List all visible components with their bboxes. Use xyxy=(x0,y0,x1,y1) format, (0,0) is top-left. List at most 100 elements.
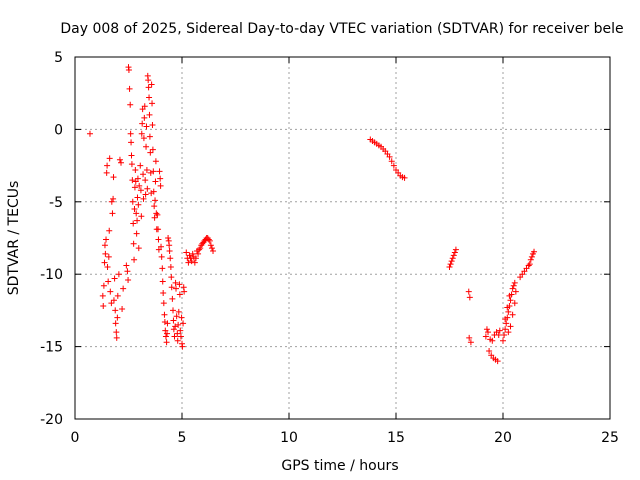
data-point xyxy=(526,261,533,268)
data-point xyxy=(170,307,177,314)
data-point xyxy=(148,190,155,197)
data-point xyxy=(168,284,175,291)
data-point xyxy=(152,178,159,185)
data-point xyxy=(118,159,125,166)
data-point xyxy=(167,263,174,270)
data-point xyxy=(528,253,535,260)
data-point xyxy=(450,252,457,259)
data-point xyxy=(186,252,193,259)
data-point xyxy=(131,206,138,213)
data-point xyxy=(119,305,126,312)
data-point xyxy=(145,84,152,91)
data-point xyxy=(507,297,514,304)
data-point xyxy=(505,308,512,315)
data-point xyxy=(107,288,114,295)
data-point xyxy=(105,278,112,285)
data-point xyxy=(155,236,162,243)
data-point xyxy=(135,201,142,208)
data-point xyxy=(134,175,141,182)
data-point xyxy=(390,162,397,169)
data-point xyxy=(386,153,393,160)
data-point xyxy=(150,168,157,175)
data-point xyxy=(104,162,111,169)
data-point xyxy=(133,210,140,217)
data-point xyxy=(164,330,171,337)
data-point xyxy=(525,262,532,269)
data-point xyxy=(495,332,502,339)
data-point xyxy=(189,250,196,257)
data-point xyxy=(466,294,473,301)
data-point xyxy=(124,268,131,275)
data-point xyxy=(125,276,132,283)
data-point xyxy=(166,248,173,255)
data-point xyxy=(151,203,158,210)
data-point xyxy=(446,263,453,270)
y-tick-label: -5 xyxy=(49,195,63,211)
data-point xyxy=(451,249,458,256)
data-points xyxy=(86,64,538,365)
data-point xyxy=(110,174,117,181)
data-point xyxy=(145,77,152,84)
data-point xyxy=(507,323,514,330)
data-point xyxy=(485,329,492,336)
data-point xyxy=(483,326,490,333)
data-point xyxy=(146,133,153,140)
data-point xyxy=(159,278,166,285)
data-point xyxy=(170,326,177,333)
data-point xyxy=(169,295,176,302)
data-point xyxy=(174,330,181,337)
data-point xyxy=(168,274,175,281)
data-point xyxy=(140,135,147,142)
data-point xyxy=(106,155,113,162)
data-point xyxy=(177,327,184,334)
data-point xyxy=(187,255,194,262)
data-point xyxy=(158,253,165,260)
data-point xyxy=(205,236,212,243)
data-point xyxy=(486,347,493,354)
data-point xyxy=(136,182,143,189)
data-point xyxy=(160,290,167,297)
data-point xyxy=(137,162,144,169)
data-point xyxy=(401,174,408,181)
data-point xyxy=(506,292,513,299)
data-point xyxy=(192,255,199,262)
data-point xyxy=(158,243,165,250)
data-point xyxy=(146,94,153,101)
data-point xyxy=(135,245,142,252)
data-point xyxy=(206,237,213,244)
data-point xyxy=(175,308,182,315)
data-point xyxy=(166,242,173,249)
data-point xyxy=(108,198,115,205)
data-point xyxy=(142,177,149,184)
data-point xyxy=(101,259,108,266)
data-point xyxy=(130,220,137,227)
data-point xyxy=(449,255,456,262)
data-point xyxy=(171,333,178,340)
data-point xyxy=(105,253,112,260)
y-tick-label: -15 xyxy=(40,340,63,356)
data-point xyxy=(132,166,139,173)
data-point xyxy=(110,297,117,304)
data-point xyxy=(196,246,203,253)
data-point xyxy=(110,195,117,202)
data-point xyxy=(101,242,108,249)
data-point xyxy=(447,261,454,268)
y-tick-label: 0 xyxy=(54,122,63,138)
data-point xyxy=(179,343,186,350)
data-point xyxy=(130,240,137,247)
data-point xyxy=(123,262,130,269)
data-point xyxy=(128,161,135,168)
data-point xyxy=(172,279,179,286)
data-point xyxy=(496,327,503,334)
data-point xyxy=(502,316,509,323)
plot-frame xyxy=(74,56,611,420)
data-point xyxy=(501,332,508,339)
data-point xyxy=(146,111,153,118)
data-point xyxy=(108,300,115,307)
y-tick-label: -20 xyxy=(40,412,63,428)
data-point xyxy=(134,217,141,224)
data-point xyxy=(466,334,473,341)
axis-ticks: 0 5 10 15 20 25 -20 -15 -10 -5 0 5 xyxy=(40,50,619,446)
data-point xyxy=(86,130,93,137)
data-point xyxy=(129,177,136,184)
